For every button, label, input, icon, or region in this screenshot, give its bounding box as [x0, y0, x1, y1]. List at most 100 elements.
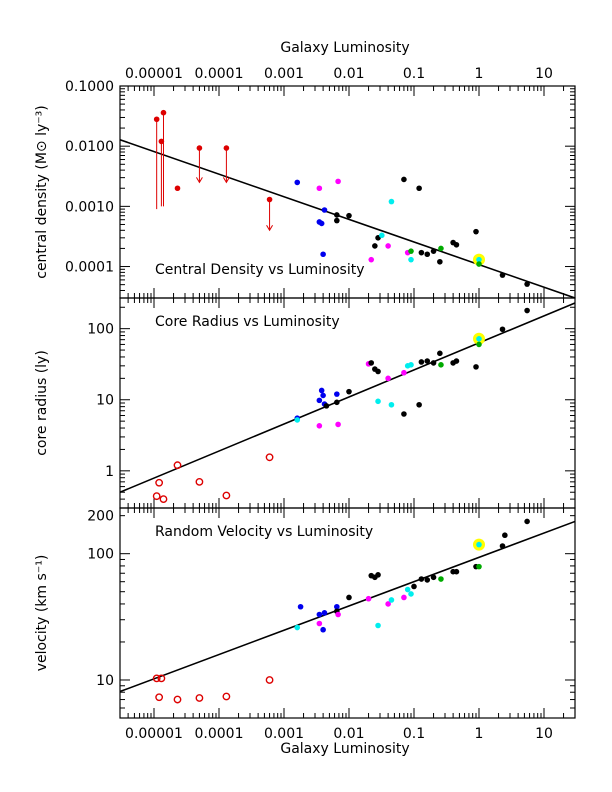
data-layer	[120, 109, 575, 298]
data-point	[476, 541, 482, 548]
velocity-panel: 0.00001 0.0001 0.001 0.01 0.1 1 10 10 100 200 velo…	[34, 507, 576, 742]
y-axis-label: central density (M⊙ ly⁻³)	[34, 105, 50, 279]
data-point	[499, 326, 506, 333]
data-point	[476, 261, 482, 267]
y-tick-label: 100	[87, 547, 114, 563]
data-point	[416, 185, 422, 192]
x-tick-label: 0.00001	[125, 726, 183, 742]
upper-limit-arrow	[222, 177, 230, 184]
data-point	[476, 341, 482, 348]
data-point	[316, 397, 323, 404]
data-point	[368, 360, 375, 366]
data-point	[476, 336, 482, 342]
data-point	[418, 359, 425, 365]
data-point	[335, 421, 341, 428]
data-point	[297, 603, 304, 610]
data-point-open	[195, 694, 204, 702]
data-point	[320, 392, 326, 399]
data-point	[438, 576, 444, 582]
data-point	[223, 145, 230, 151]
data-point-open	[155, 693, 164, 702]
data-point	[368, 256, 375, 263]
data-point	[160, 109, 167, 116]
data-point	[473, 364, 479, 370]
data-point	[334, 212, 340, 218]
data-point	[318, 387, 325, 394]
data-point	[334, 399, 340, 406]
x-tick-label: 1	[475, 726, 484, 742]
data-point	[437, 258, 443, 265]
fit-line	[120, 138, 575, 298]
data-point	[321, 610, 328, 616]
data-point	[318, 220, 325, 227]
data-point	[196, 145, 203, 151]
bottom-axis-label: Galaxy Luminosity	[280, 741, 409, 757]
data-point	[418, 576, 425, 582]
data-point	[346, 212, 352, 219]
upper-limit-arrow	[195, 177, 203, 184]
x-tick-label: 1	[475, 66, 484, 82]
y-tick-label: 1	[105, 464, 114, 480]
data-point	[430, 248, 437, 254]
data-point	[335, 178, 341, 185]
data-point	[321, 207, 328, 213]
data-point-open	[265, 453, 274, 462]
x-tick-label: 10	[535, 66, 553, 82]
fit-line	[120, 520, 575, 693]
data-point	[476, 563, 482, 570]
data-point	[346, 594, 352, 601]
data-point	[365, 595, 372, 602]
y-axis-label: velocity (km s⁻¹)	[34, 555, 50, 672]
data-point	[320, 251, 326, 258]
data-point	[499, 272, 506, 278]
x-tick-label: 0.001	[264, 726, 304, 742]
data-point	[372, 243, 378, 249]
data-point	[388, 597, 395, 603]
data-point	[408, 248, 414, 254]
data-point	[158, 138, 165, 145]
y-tick-label: 0.0001	[65, 260, 114, 276]
x-tick-label: 0.01	[333, 66, 364, 82]
data-point-open	[152, 674, 161, 683]
data-point	[453, 358, 460, 364]
x-tick-label: 10	[535, 726, 553, 742]
data-point	[316, 185, 323, 192]
data-point	[335, 611, 341, 618]
data-point	[316, 620, 323, 627]
fit-line	[120, 302, 575, 493]
data-point	[334, 217, 340, 224]
data-point	[438, 245, 444, 252]
data-point	[499, 543, 506, 549]
data-point	[473, 228, 479, 235]
data-point	[476, 256, 482, 263]
data-point	[401, 411, 407, 417]
y-tick-label: 200	[87, 509, 114, 525]
data-point	[375, 622, 381, 629]
data-point	[153, 116, 160, 123]
data-point	[294, 179, 301, 186]
top-axis-label: Galaxy Luminosity	[280, 40, 409, 56]
data-layer	[120, 518, 575, 704]
data-point	[524, 307, 530, 314]
density-panel: 0.00001 0.0001 0.001 0.01 0.1 1 10 0.0001 0.0010…	[34, 66, 576, 299]
data-point-open	[265, 676, 274, 684]
y-tick-label: 10	[96, 673, 114, 689]
data-point	[502, 532, 508, 539]
data-point	[438, 362, 444, 368]
data-point	[174, 185, 181, 192]
y-tick-label: 10	[96, 393, 114, 409]
panel-title: Core Radius vs Luminosity	[155, 314, 340, 330]
y-tick-label: 0.0010	[65, 199, 114, 215]
data-point	[334, 603, 340, 610]
data-point	[416, 401, 422, 408]
x-tick-label: 0.0001	[194, 66, 243, 82]
data-point	[375, 398, 381, 405]
data-point	[430, 360, 437, 366]
radius-panel: 1 10 100 core radius (ly) Core Radius vs Lum…	[34, 297, 576, 509]
plot-frame	[119, 507, 576, 719]
data-point-open	[222, 491, 231, 500]
data-point	[375, 368, 381, 375]
data-point	[418, 249, 425, 256]
data-point	[316, 423, 323, 429]
